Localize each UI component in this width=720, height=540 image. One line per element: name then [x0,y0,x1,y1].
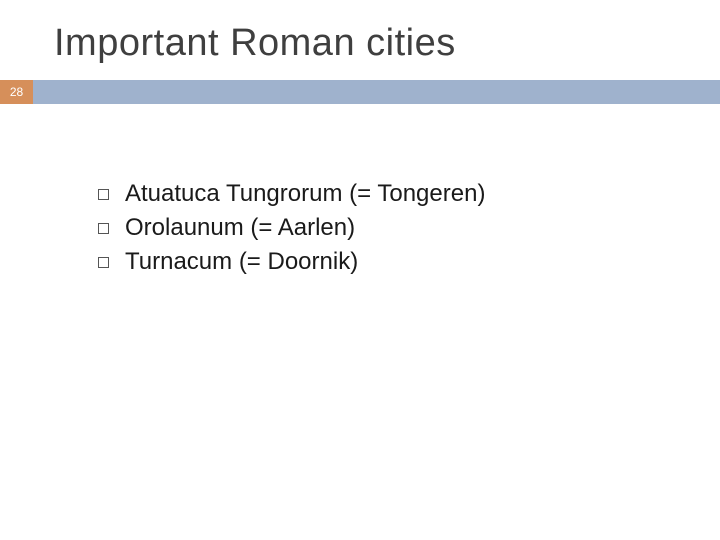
square-bullet-icon [98,257,109,268]
header-stripe [33,80,720,104]
list-item: Atuatuca Tungrorum (= Tongeren) [98,180,485,208]
bullet-text: Atuatuca Tungrorum (= Tongeren) [125,180,485,208]
list-item: Turnacum (= Doornik) [98,248,485,276]
bullet-text: Turnacum (= Doornik) [125,248,358,276]
list-item: Orolaunum (= Aarlen) [98,214,485,242]
slide-title: Important Roman cities [54,22,456,65]
slide: Important Roman cities 28 Atuatuca Tungr… [0,0,720,540]
square-bullet-icon [98,223,109,234]
page-number-box: 28 [0,80,33,104]
header-bar: 28 [0,80,720,104]
square-bullet-icon [98,189,109,200]
page-number: 28 [10,85,23,99]
bullet-list: Atuatuca Tungrorum (= Tongeren) Orolaunu… [98,180,485,282]
bullet-text: Orolaunum (= Aarlen) [125,214,355,242]
